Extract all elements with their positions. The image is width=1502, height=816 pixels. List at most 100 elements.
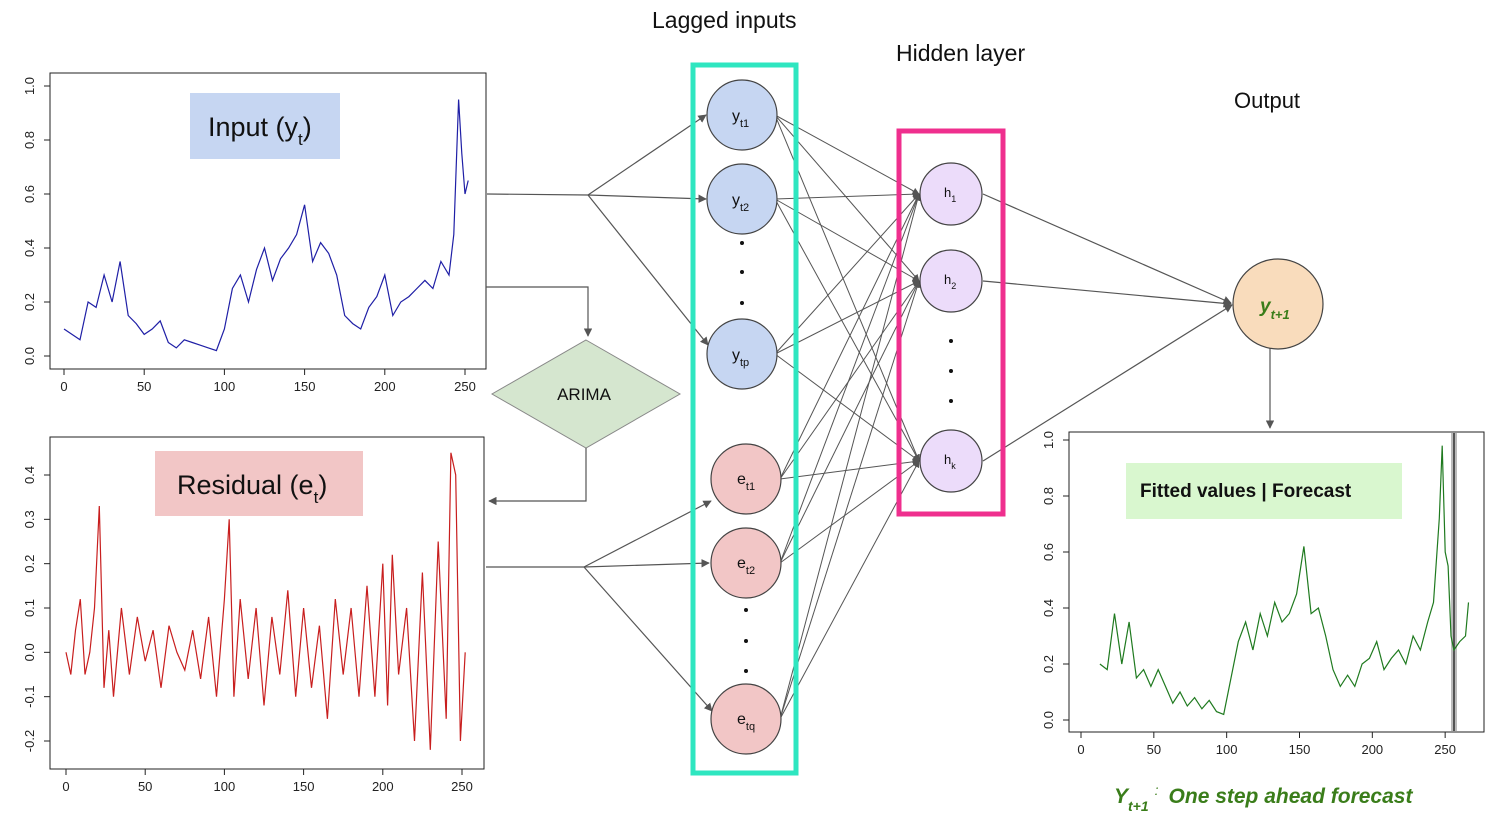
fitted-chart-y-tick-label: 0.4	[1041, 599, 1056, 617]
residual-chart-y-tick-label: -0.2	[22, 730, 37, 752]
hidden-node-label: h1	[944, 185, 956, 204]
e-ellipsis-dots	[744, 608, 748, 673]
e-input-node: et1	[710, 443, 782, 515]
residual-chart-x-tick-label: 150	[293, 779, 315, 794]
fitted-chart-x-tick-label: 200	[1361, 742, 1383, 757]
input-chart-y-tick-label: 0.2	[22, 293, 37, 311]
input-chart-y-tick-label: 1.0	[22, 77, 37, 95]
input-chart-x-tick-label: 50	[137, 379, 151, 394]
connection-line	[774, 353, 920, 462]
y-input-node: ytp	[706, 318, 778, 390]
output-node-label: yt+1	[1259, 296, 1290, 322]
lagged-inputs-box	[690, 62, 799, 776]
connection-line	[774, 280, 920, 355]
connection-line	[774, 114, 920, 195]
residual-chart-y-tick-label: 0.1	[22, 599, 37, 617]
y-input-node: yt1	[706, 79, 778, 151]
input-label-box	[190, 93, 340, 159]
y-ellipsis-dots	[740, 241, 744, 305]
input-hidden-connections	[774, 114, 921, 720]
hidden-node: h2	[919, 249, 983, 313]
residual-chart-y-tick-label: 0.4	[22, 466, 37, 484]
connection-line	[774, 198, 920, 462]
e-input-node: etq	[710, 683, 782, 755]
e-node-label: et1	[737, 471, 755, 493]
hidden-ellipsis-dots	[949, 339, 953, 403]
arima-connectors	[486, 286, 593, 506]
residual-label: Residual (et)	[177, 470, 327, 507]
connection-line	[779, 460, 920, 720]
fitted-chart-y-tick-label: 0.2	[1041, 655, 1056, 673]
e-node-label: etq	[737, 711, 755, 733]
input-chart-y-tick-label: 0.4	[22, 239, 37, 257]
input-label: Input (yt)	[208, 112, 312, 149]
fitted-series-line	[1099, 445, 1470, 716]
input-chart-x-tick-label: 0	[60, 379, 67, 394]
residual-series-line	[65, 452, 466, 750]
hidden-node-label: hk	[944, 452, 956, 471]
connection-line	[774, 114, 920, 462]
residual-chart-x-tick-label: 0	[62, 779, 69, 794]
residual-connectors	[486, 500, 713, 712]
input-chart-x-tick-label: 200	[374, 379, 396, 394]
connection-line	[774, 190, 920, 200]
fitted-label: Fitted values | Forecast	[1140, 481, 1352, 502]
input-chart-x-tick-label: 150	[294, 379, 316, 394]
fitted-chart-y-tick-label: 1.0	[1041, 431, 1056, 449]
y-node-label: ytp	[732, 347, 749, 369]
fitted-chart-y-tick-label: 0.8	[1041, 487, 1056, 505]
residual-chart: 0 50 100 150 200 250 -0.2 -0.1 0.0 0.1 0.2 0.3 0.4 R…	[22, 436, 485, 794]
residual-chart-x-tick-label: 200	[372, 779, 394, 794]
connection-line	[779, 193, 921, 564]
input-series-line	[63, 99, 469, 352]
input-chart: 0 50 100 150 200 250 0.0 0.2 0.4 0.6 0.8 1.0 Input …	[22, 72, 487, 394]
y-node-label: yt1	[732, 108, 749, 130]
fitted-chart-x-tick-label: 150	[1289, 742, 1311, 757]
connection-line	[779, 280, 920, 564]
residual-chart-y-tick-label: -0.1	[22, 685, 37, 707]
connection-line	[779, 193, 920, 480]
fitted-chart-y-tick-label: 0.0	[1041, 711, 1056, 729]
residual-chart-x-tick-label: 250	[451, 779, 473, 794]
lagged-inputs-title: Lagged inputs	[652, 7, 797, 33]
residual-chart-y-tick-label: 0.0	[22, 643, 37, 661]
residual-chart-x-tick-label: 50	[138, 779, 152, 794]
forecast-caption: Yt+1: One step ahead forecast	[1114, 782, 1413, 814]
connection-line	[779, 458, 920, 480]
fitted-chart: 0 50 100 150 200 250 0.0 0.2 0.4 0.6 0.8 1.0 Fitted…	[1041, 431, 1485, 757]
residual-chart-y-tick-label: 0.3	[22, 510, 37, 528]
arima-label: ARIMA	[557, 385, 612, 404]
y-node-label: yt2	[732, 192, 749, 214]
residual-label-box	[155, 451, 363, 516]
connection-line	[779, 280, 921, 720]
fitted-label-box	[1126, 463, 1402, 519]
fitted-chart-x-tick-label: 50	[1147, 742, 1161, 757]
hidden-layer-box	[896, 128, 1006, 517]
connection-line	[774, 198, 920, 282]
e-node-label: et2	[737, 555, 755, 577]
e-input-node: et2	[710, 527, 782, 599]
fitted-chart-y-tick-label: 0.6	[1041, 543, 1056, 561]
fitted-chart-x-tick-label: 100	[1216, 742, 1238, 757]
connection-line	[779, 280, 920, 480]
output-node: yt+1	[1232, 258, 1324, 350]
connection-line	[779, 193, 921, 720]
input-chart-y-tick-label: 0.8	[22, 131, 37, 149]
fitted-chart-x-tick-label: 0	[1077, 742, 1084, 757]
output-title: Output	[1234, 88, 1300, 113]
hidden-output-connections	[982, 193, 1275, 462]
fitted-chart-x-tick-label: 250	[1434, 742, 1456, 757]
residual-chart-y-tick-label: 0.2	[22, 555, 37, 573]
input-chart-y-tick-label: 0.0	[22, 347, 37, 365]
input-connectors	[486, 114, 709, 346]
hidden-node: hk	[919, 429, 983, 493]
y-input-node: yt2	[706, 163, 778, 235]
input-chart-x-tick-label: 250	[454, 379, 476, 394]
connection-line	[774, 193, 920, 355]
hidden-node: h1	[919, 162, 983, 226]
connection-line	[779, 460, 920, 564]
hidden-layer-title: Hidden layer	[896, 40, 1025, 66]
input-chart-x-tick-label: 100	[214, 379, 236, 394]
input-chart-y-tick-label: 0.6	[22, 185, 37, 203]
